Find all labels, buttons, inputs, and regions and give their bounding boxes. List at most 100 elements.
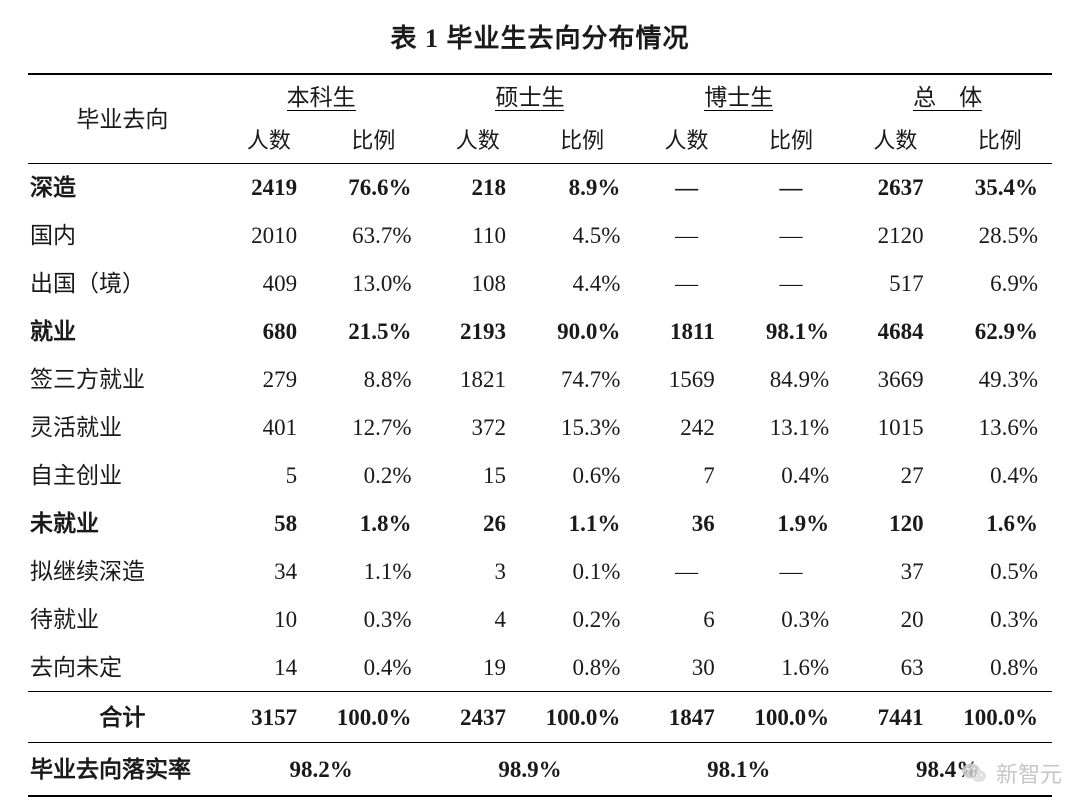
cell-count: 7 <box>634 452 738 500</box>
header-category: 毕业去向 <box>28 74 217 164</box>
row-label: 拟继续深造 <box>28 548 217 596</box>
table-row: 签三方就业2798.8%182174.7%156984.9%366949.3% <box>28 356 1052 404</box>
cell-count: — <box>634 548 738 596</box>
cell-count: 10 <box>217 596 321 644</box>
sum-cell: 100.0% <box>321 692 425 743</box>
header-group-2: 博士生 <box>634 74 843 119</box>
row-label: 去向未定 <box>28 644 217 692</box>
cell-ratio: 13.6% <box>948 404 1052 452</box>
row-label: 就业 <box>28 308 217 356</box>
cell-ratio: 1.9% <box>739 500 843 548</box>
cell-count: 27 <box>843 452 947 500</box>
cell-ratio: 1.6% <box>948 500 1052 548</box>
cell-count: 3669 <box>843 356 947 404</box>
cell-ratio: 0.3% <box>739 596 843 644</box>
cell-count: 1821 <box>426 356 530 404</box>
row-label: 深造 <box>28 164 217 212</box>
cell-ratio: 21.5% <box>321 308 425 356</box>
cell-ratio: 1.1% <box>530 500 634 548</box>
cell-count: 1569 <box>634 356 738 404</box>
cell-ratio: 8.9% <box>530 164 634 212</box>
row-label: 灵活就业 <box>28 404 217 452</box>
cell-ratio: — <box>739 548 843 596</box>
rate-label: 毕业去向落实率 <box>28 743 217 797</box>
cell-count: 1811 <box>634 308 738 356</box>
cell-count: 120 <box>843 500 947 548</box>
cell-ratio: 74.7% <box>530 356 634 404</box>
cell-ratio: 13.0% <box>321 260 425 308</box>
row-label: 国内 <box>28 212 217 260</box>
cell-ratio: — <box>739 212 843 260</box>
cell-count: 34 <box>217 548 321 596</box>
cell-count: 372 <box>426 404 530 452</box>
table-header: 毕业去向 本科生 硕士生 博士生 总 体 人数 比例 人数 比例 人数 比例 人… <box>28 74 1052 164</box>
sum-cell: 7441 <box>843 692 947 743</box>
rate-cell: 98.4% <box>843 743 1052 797</box>
rate-cell: 98.2% <box>217 743 426 797</box>
header-sub-count: 人数 <box>843 119 947 164</box>
table-body: 深造241976.6%2188.9%——263735.4%国内201063.7%… <box>28 164 1052 692</box>
header-sub-ratio: 比例 <box>530 119 634 164</box>
table-row: 自主创业50.2%150.6%70.4%270.4% <box>28 452 1052 500</box>
cell-count: 110 <box>426 212 530 260</box>
cell-count: 2010 <box>217 212 321 260</box>
cell-ratio: 62.9% <box>948 308 1052 356</box>
cell-count: 20 <box>843 596 947 644</box>
cell-count: 26 <box>426 500 530 548</box>
cell-ratio: 49.3% <box>948 356 1052 404</box>
table-row: 深造241976.6%2188.9%——263735.4% <box>28 164 1052 212</box>
cell-count: 242 <box>634 404 738 452</box>
cell-count: 2193 <box>426 308 530 356</box>
cell-ratio: 76.6% <box>321 164 425 212</box>
header-sub-count: 人数 <box>217 119 321 164</box>
cell-count: 2419 <box>217 164 321 212</box>
table-row: 就业68021.5%219390.0%181198.1%468462.9% <box>28 308 1052 356</box>
cell-ratio: 84.9% <box>739 356 843 404</box>
cell-count: — <box>634 164 738 212</box>
cell-ratio: 0.3% <box>948 596 1052 644</box>
cell-ratio: 0.6% <box>530 452 634 500</box>
row-rate: 毕业去向落实率 98.2% 98.9% 98.1% 98.4% <box>28 743 1052 797</box>
cell-ratio: 0.2% <box>321 452 425 500</box>
header-group-1: 硕士生 <box>426 74 635 119</box>
cell-ratio: 98.1% <box>739 308 843 356</box>
cell-ratio: 0.8% <box>948 644 1052 692</box>
cell-ratio: 0.3% <box>321 596 425 644</box>
cell-ratio: 0.4% <box>948 452 1052 500</box>
cell-count: 409 <box>217 260 321 308</box>
cell-count: 58 <box>217 500 321 548</box>
sum-cell: 100.0% <box>948 692 1052 743</box>
table-row: 国内201063.7%1104.5%——212028.5% <box>28 212 1052 260</box>
cell-ratio: 0.5% <box>948 548 1052 596</box>
cell-ratio: 35.4% <box>948 164 1052 212</box>
table-row: 拟继续深造341.1%30.1%——370.5% <box>28 548 1052 596</box>
cell-count: 279 <box>217 356 321 404</box>
cell-ratio: 0.1% <box>530 548 634 596</box>
cell-ratio: 6.9% <box>948 260 1052 308</box>
header-sub-ratio: 比例 <box>948 119 1052 164</box>
cell-ratio: 15.3% <box>530 404 634 452</box>
cell-count: 63 <box>843 644 947 692</box>
rate-cell: 98.9% <box>426 743 635 797</box>
sum-cell: 100.0% <box>739 692 843 743</box>
cell-count: 30 <box>634 644 738 692</box>
row-sum: 合计 3157 100.0% 2437 100.0% 1847 100.0% 7… <box>28 692 1052 743</box>
table-row: 灵活就业40112.7%37215.3%24213.1%101513.6% <box>28 404 1052 452</box>
cell-ratio: 0.8% <box>530 644 634 692</box>
cell-ratio: 0.4% <box>321 644 425 692</box>
cell-count: 14 <box>217 644 321 692</box>
header-group-3: 总 体 <box>843 74 1052 119</box>
cell-count: 6 <box>634 596 738 644</box>
sum-cell: 2437 <box>426 692 530 743</box>
cell-count: 5 <box>217 452 321 500</box>
sum-cell: 1847 <box>634 692 738 743</box>
cell-ratio: 1.1% <box>321 548 425 596</box>
table-row: 去向未定140.4%190.8%301.6%630.8% <box>28 644 1052 692</box>
cell-ratio: 8.8% <box>321 356 425 404</box>
cell-count: 2637 <box>843 164 947 212</box>
cell-count: 36 <box>634 500 738 548</box>
sum-cell: 3157 <box>217 692 321 743</box>
header-group-0: 本科生 <box>217 74 426 119</box>
cell-ratio: 90.0% <box>530 308 634 356</box>
cell-count: 19 <box>426 644 530 692</box>
